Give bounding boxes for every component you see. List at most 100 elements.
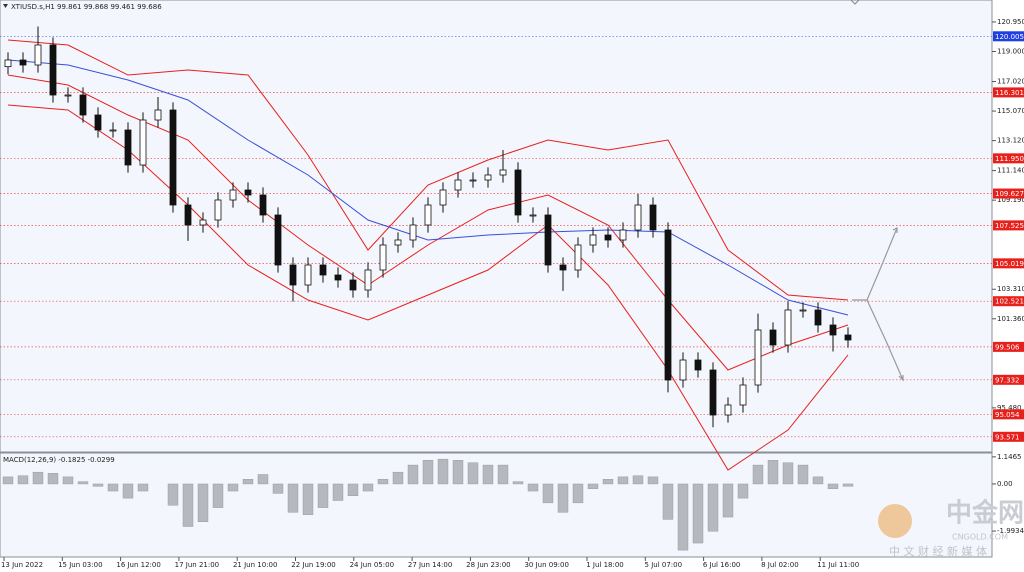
candle-body [214, 199, 222, 221]
candle-body [649, 204, 657, 231]
candle-body [559, 264, 567, 271]
x-tick-label: 24 Jun 05:00 [350, 561, 394, 569]
macd-bar [842, 483, 854, 487]
x-tick-label: 13 Jun 2022 [1, 561, 43, 569]
candle-body [379, 244, 387, 271]
candle-body [394, 239, 402, 246]
macd-bar [167, 483, 179, 506]
candle-body [424, 204, 432, 226]
candle-body [829, 324, 837, 336]
candle-body [769, 329, 777, 346]
candle-body [34, 44, 42, 66]
macd-bar [287, 483, 299, 513]
level-tag [993, 220, 1024, 231]
macd-bar [662, 483, 674, 520]
candle-body [469, 179, 477, 182]
y-tick-label: 120.950 [997, 18, 1024, 26]
macd-bar [677, 483, 689, 551]
macd-bar [272, 483, 284, 494]
y-tick-label: 95.480 [997, 404, 1022, 412]
level-tag [993, 153, 1024, 164]
macd-bar [62, 476, 74, 485]
macd-bar [2, 476, 14, 485]
candle-body [139, 119, 147, 166]
macd-bar [572, 483, 584, 504]
macd-bar [692, 483, 704, 544]
candle-body [349, 279, 357, 291]
candle-body [724, 404, 732, 416]
macd-bar [722, 483, 734, 518]
level-label: 95.054 [995, 411, 1020, 419]
y-tick-label: 101.360 [997, 315, 1024, 323]
macd-bar [17, 475, 29, 485]
macd-bar [422, 460, 434, 485]
main-panel [0, 0, 993, 453]
candle-body [109, 129, 117, 132]
macd-bar [302, 483, 314, 515]
candle-body [409, 224, 417, 241]
macd-bar [827, 483, 839, 489]
candle-body [844, 334, 852, 341]
candle-body [4, 59, 12, 68]
macd-bar [557, 483, 569, 513]
candle-body [589, 234, 597, 246]
watermark-slogan: 中 文 财 经 新 媒 体 [889, 544, 987, 558]
macd-bar [407, 464, 419, 485]
candle-body [289, 264, 297, 286]
macd-bar [797, 464, 809, 485]
y-tick-label: 117.020 [997, 78, 1024, 86]
x-tick-label: 11 Jul 11:00 [817, 561, 859, 569]
x-tick-label: 6 Jul 16:00 [703, 561, 741, 569]
candle-body [484, 174, 492, 181]
candle-body [334, 274, 342, 281]
x-tick-label: 5 Jul 07:00 [645, 561, 683, 569]
macd-bar [92, 483, 104, 487]
level-label: 99.506 [995, 343, 1020, 351]
candle-body [529, 214, 537, 217]
level-label: 109.627 [995, 190, 1024, 198]
macd-bar [47, 473, 59, 485]
candle-body [364, 269, 372, 291]
candle-body [814, 309, 822, 326]
macd-bar [227, 483, 239, 492]
candle-body [439, 189, 447, 206]
candle-body [664, 229, 672, 381]
macd-bar [377, 479, 389, 485]
level-label: 111.950 [995, 155, 1024, 163]
watermark-site: CNGOLD.COM [952, 533, 1008, 542]
watermark-icon [878, 504, 912, 538]
macd-tick-label: -1.9934 [997, 527, 1024, 535]
macd-bar [452, 460, 464, 485]
candle-body [754, 329, 762, 386]
level-tag [993, 409, 1024, 420]
macd-bar [182, 483, 194, 527]
projection-arrows [852, 227, 904, 382]
macd-bar [122, 483, 134, 499]
x-tick-label: 16 Jun 12:00 [116, 561, 160, 569]
macd-bar [107, 483, 119, 492]
candle-body [709, 369, 717, 416]
macd-bar [542, 483, 554, 504]
candle-body [274, 214, 282, 266]
candle-body [199, 219, 207, 226]
candle-body [19, 59, 27, 66]
macd-bar [467, 462, 479, 485]
macd-bar [362, 483, 374, 492]
candle-body [574, 244, 582, 271]
macd-bar [212, 483, 224, 508]
y-tick-label: 113.120 [997, 137, 1024, 145]
band-line [7, 39, 849, 301]
level-tag [993, 296, 1024, 307]
y-tick-label: 119.000 [997, 48, 1024, 56]
candle-body [799, 309, 807, 312]
level-tag [993, 341, 1024, 352]
macd-panel [0, 452, 993, 558]
macd-bar [242, 479, 254, 485]
level-label: 105.019 [995, 260, 1024, 268]
x-tick-label: 8 Jul 02:00 [761, 561, 799, 569]
candle-body [154, 109, 162, 121]
macd-bar [737, 483, 749, 499]
x-tick-label: 21 Jun 10:00 [233, 561, 277, 569]
